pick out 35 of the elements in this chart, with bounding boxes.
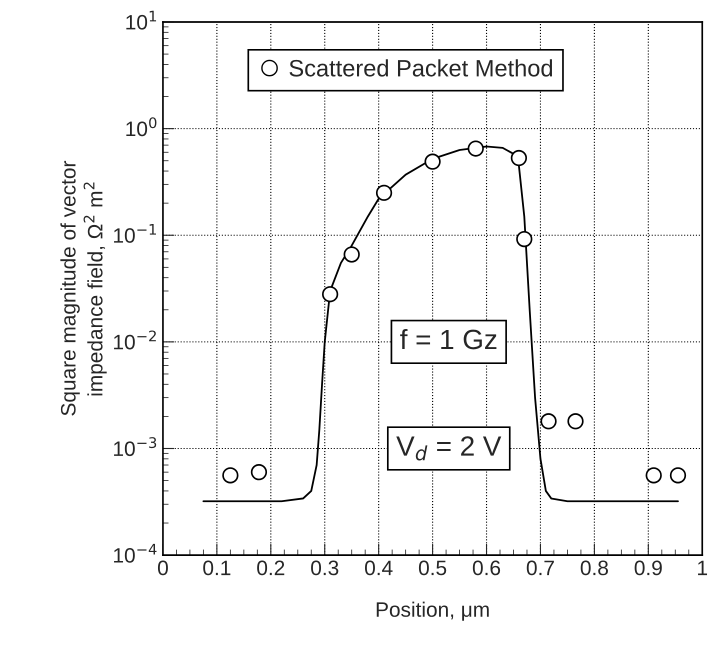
point — [567, 413, 584, 430]
annotation: f = 1 Gz — [400, 328, 496, 350]
y-tick-label: 10$^{−4}$ — [114, 544, 157, 563]
point — [376, 184, 392, 201]
y-tick-label: 10$^{0}$ — [126, 117, 156, 136]
y-axis-title: Square magnitude of vector impedance field, Ω$^{2}$ m$^{2}$ — [60, 160, 107, 416]
point — [424, 154, 441, 170]
point — [322, 286, 338, 302]
point — [540, 413, 557, 430]
x-tick-label: 0.4 — [365, 560, 393, 576]
x-axis-title: Position, μm — [376, 602, 489, 621]
point — [250, 464, 268, 480]
x-tick-label: 0 — [158, 560, 168, 576]
point — [510, 150, 528, 166]
x-tick-label: 0.7 — [526, 560, 554, 576]
y-tick-label: 10$^{−2}$ — [114, 330, 156, 350]
point — [670, 467, 686, 484]
y-tick-label: 10$^{1}$ — [126, 10, 156, 30]
x-tick-label: 0.2 — [257, 560, 284, 576]
annotation: V$_{d}$ = 2 V — [396, 436, 502, 460]
x-tick-label: 1 — [698, 560, 708, 576]
x-tick-label: 0.1 — [203, 560, 230, 576]
x-tick-label: 0.3 — [311, 560, 338, 576]
point — [222, 467, 238, 484]
point — [468, 140, 484, 157]
x-tick-label: 0.9 — [634, 560, 662, 576]
x-tick-label: 0.8 — [580, 560, 608, 576]
y-tick-label: 10$^{−1}$ — [114, 224, 156, 243]
point — [516, 230, 532, 248]
x-tick-label: 0.6 — [472, 560, 500, 576]
point — [646, 467, 662, 484]
y-tick-label: 10$^{−3}$ — [114, 437, 156, 456]
legend-label: Scattered Packet Method — [290, 59, 552, 77]
x-tick-label: 0.5 — [418, 560, 446, 576]
point — [344, 246, 360, 263]
